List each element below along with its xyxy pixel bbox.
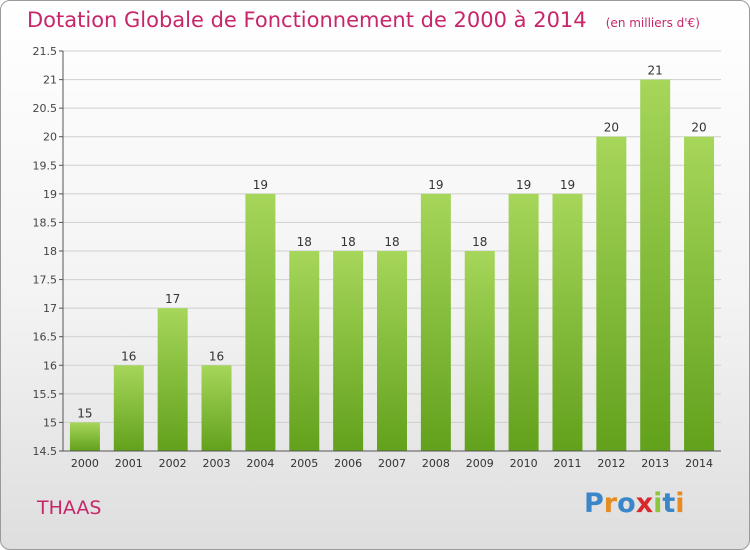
y-tick-label: 18.5 [33,216,58,229]
bar-2005 [289,251,320,451]
logo-letter: i [675,488,685,519]
y-tick-label: 21 [43,74,57,87]
bar-2011 [552,193,583,451]
value-label: 19 [516,178,531,192]
y-tick-label: 19.5 [33,159,58,172]
value-label: 16 [121,349,136,363]
logo-letter: o [617,488,636,519]
logo-letter: r [603,488,618,519]
x-tick-label: 2013 [641,457,669,470]
bar-2002 [157,308,188,451]
y-tick-label: 16 [43,359,57,372]
value-label: 18 [384,235,399,249]
y-tick-label: 16.5 [33,331,58,344]
value-label: 15 [77,406,92,420]
logo-letter: i [653,488,663,519]
x-tick-label: 2011 [553,457,581,470]
x-tick-label: 2005 [290,457,318,470]
bar-2009 [464,251,495,451]
value-label: 19 [560,178,575,192]
value-label: 19 [253,178,268,192]
y-tick-label: 18 [43,245,57,258]
bar-2006 [333,251,364,451]
x-tick-label: 2002 [159,457,187,470]
bar-2001 [113,365,144,451]
x-tick-label: 2014 [685,457,713,470]
x-tick-label: 2007 [378,457,406,470]
x-tick-label: 2004 [246,457,274,470]
value-label: 16 [209,349,224,363]
y-tick-label: 15.5 [33,388,58,401]
logo-letter: x [635,488,654,519]
bar-2008 [420,193,451,451]
value-label: 19 [428,178,443,192]
bar-2004 [245,193,276,451]
chart-subtitle: (en milliers d'€) [605,16,700,30]
y-tick-label: 15 [43,416,57,429]
value-label: 18 [340,235,355,249]
y-tick-label: 17 [43,302,57,315]
value-label: 21 [648,64,663,78]
chart-title: Dotation Globale de Fonctionnement de 20… [27,8,587,32]
bar-2003 [201,365,232,451]
value-label: 20 [691,121,706,135]
bar-2012 [596,136,627,451]
y-tick-label: 20 [43,131,57,144]
bar-2010 [508,193,539,451]
logo-letter: t [662,488,676,519]
x-tick-label: 2006 [334,457,362,470]
value-label: 17 [165,292,180,306]
y-tick-label: 21.5 [33,45,58,58]
commune-name: THAAS [37,497,102,519]
bar-2014 [684,136,715,451]
y-tick-label: 14.5 [33,445,58,458]
x-tick-label: 2012 [597,457,625,470]
y-tick-label: 17.5 [33,274,58,287]
value-label: 18 [472,235,487,249]
x-tick-label: 2008 [422,457,450,470]
y-tick-label: 19 [43,188,57,201]
axes: 14.5 15 15.5 16 16.5 17 17.5 18 18.5 19 19.5 20 20.5… [33,45,721,470]
bar-2013 [640,79,671,452]
x-tick-label: 2001 [115,457,143,470]
bars: 15 16 17 16 19 18 18 18 19 18 19 19 20 21 20 [69,64,715,452]
title-row: Dotation Globale de Fonctionnement de 20… [27,8,700,32]
value-label: 18 [297,235,312,249]
bar-2000 [69,422,100,451]
proxiti-logo: Proxiti [584,488,685,519]
x-tick-label: 2000 [71,457,99,470]
x-tick-label: 2009 [466,457,494,470]
x-tick-label: 2003 [203,457,231,470]
value-label: 20 [604,121,619,135]
y-tick-label: 20.5 [33,102,58,115]
logo-letter: P [584,488,604,519]
x-tick-label: 2010 [510,457,538,470]
bar-2007 [377,251,407,451]
